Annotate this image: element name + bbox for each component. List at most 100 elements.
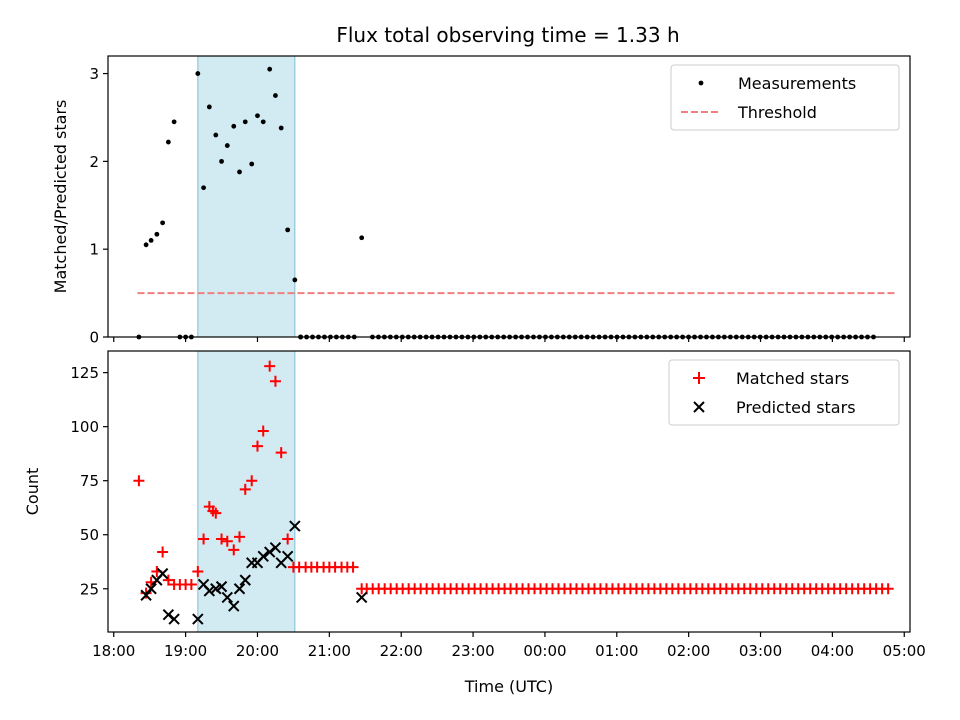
y-axis-label: Matched/Predicted stars [51,100,70,294]
y-tick-label: 125 [70,364,99,382]
x-tick-label: 01:00 [595,642,638,660]
measurement-point [206,104,212,110]
y-tick-label: 75 [80,472,99,490]
matched-star-point [347,561,359,573]
measurement-point [160,220,166,226]
legend-box [668,359,900,426]
predicted-star-point [228,600,240,612]
measurement-point [231,123,237,129]
measurement-point [242,119,248,125]
measurement-point [285,227,291,233]
predicted-star-point [162,609,175,621]
predicted-star-point [355,591,368,604]
measurement-point [292,277,298,283]
y-tick-label: 2 [89,153,99,171]
predicted-star-point [215,580,228,593]
measurement-point [213,132,219,138]
observing-span [197,350,296,633]
measurement-point [260,119,266,125]
matched-star-point [162,574,174,586]
x-tick-label: 04:00 [811,642,854,660]
x-axis-label: Time (UTC) [464,677,553,696]
matched-star-point [269,375,281,387]
predicted-star-point [145,583,157,595]
x-tick-label: 20:00 [236,642,279,660]
predicted-star-point [289,520,301,532]
legend-box [670,64,900,131]
y-tick-label: 100 [70,418,99,436]
measurement-point [154,231,160,237]
matched-star-point [282,533,294,545]
measurement-point [171,119,177,125]
matched-star-point [246,475,258,487]
legend: Measurements Threshold [670,64,900,131]
matched-star-point [264,360,276,372]
x-tick-label: 19:00 [164,642,207,660]
y-tick-label: 3 [89,65,99,83]
predicted-star-point [192,613,204,625]
x-tick-label: 21:00 [308,642,351,660]
y-tick-label: 1 [89,241,99,259]
predicted-star-point [281,550,294,563]
legend-label: Measurements [738,74,856,93]
predicted-star-point [263,546,276,558]
measurement-point [143,242,149,248]
measurement-point [195,71,201,76]
ratio-panel: 0 1 2 3 Matched/Predicted stars Measurements T… [51,55,911,347]
predicted-star-point [257,550,269,563]
measurement-point [219,158,224,164]
x-tick-label: 05:00 [883,642,926,660]
chart-title: Flux total observing time = 1.33 h [336,23,679,47]
measurement-point [201,185,206,191]
predicted-star-point [269,541,282,554]
measurement-point [359,235,365,241]
measurement-point [224,143,230,148]
predicted-star-point [156,567,169,580]
matched-star-point [210,507,222,519]
y-tick-label: 0 [89,329,99,347]
x-tick-label: 23:00 [451,642,494,660]
matched-star-point [192,565,204,577]
predicted-star-point [168,613,180,625]
y-tick-label: 50 [80,526,99,544]
measurement-point [165,139,171,145]
x-tick-label: 22:00 [380,642,423,660]
measurement-point [237,169,242,175]
matched-star-point [133,475,145,487]
matched-star-point [198,533,210,545]
x-tick-label: 02:00 [667,642,710,660]
legend: Matched stars Predicted stars [668,359,900,426]
legend-label: Matched stars [736,369,849,388]
data-points [133,360,894,625]
measurement-point [249,161,255,167]
matched-star-point [239,483,251,495]
measurement-point [278,125,284,131]
legend-label: Threshold [737,103,817,122]
x-tick-label: 18:00 [92,642,135,660]
y-tick-label: 25 [80,580,99,598]
predicted-star-point [233,583,246,595]
measurement-point [273,93,278,98]
matched-star-point [251,440,263,452]
matched-star-point [275,447,287,459]
matched-star-point [216,533,228,545]
matched-star-point [228,544,240,556]
matched-star-point [221,535,233,547]
matched-star-point [257,425,269,437]
measurement-point [255,113,260,119]
measurement-point [148,238,154,243]
y-axis-label: Count [23,468,42,516]
predicted-star-point [221,591,234,604]
legend-dot-marker [698,80,704,86]
predicted-star-point [203,585,216,597]
x-tick-label: 03:00 [739,642,782,660]
legend-x-marker [693,401,705,413]
axes-frame [107,350,911,633]
matched-star-point [882,583,894,595]
matched-star-point [234,531,246,543]
x-tick-label: 00:00 [523,642,566,660]
matched-star-point [185,578,197,590]
matched-star-point [157,546,169,558]
predicted-star-point [140,589,152,601]
